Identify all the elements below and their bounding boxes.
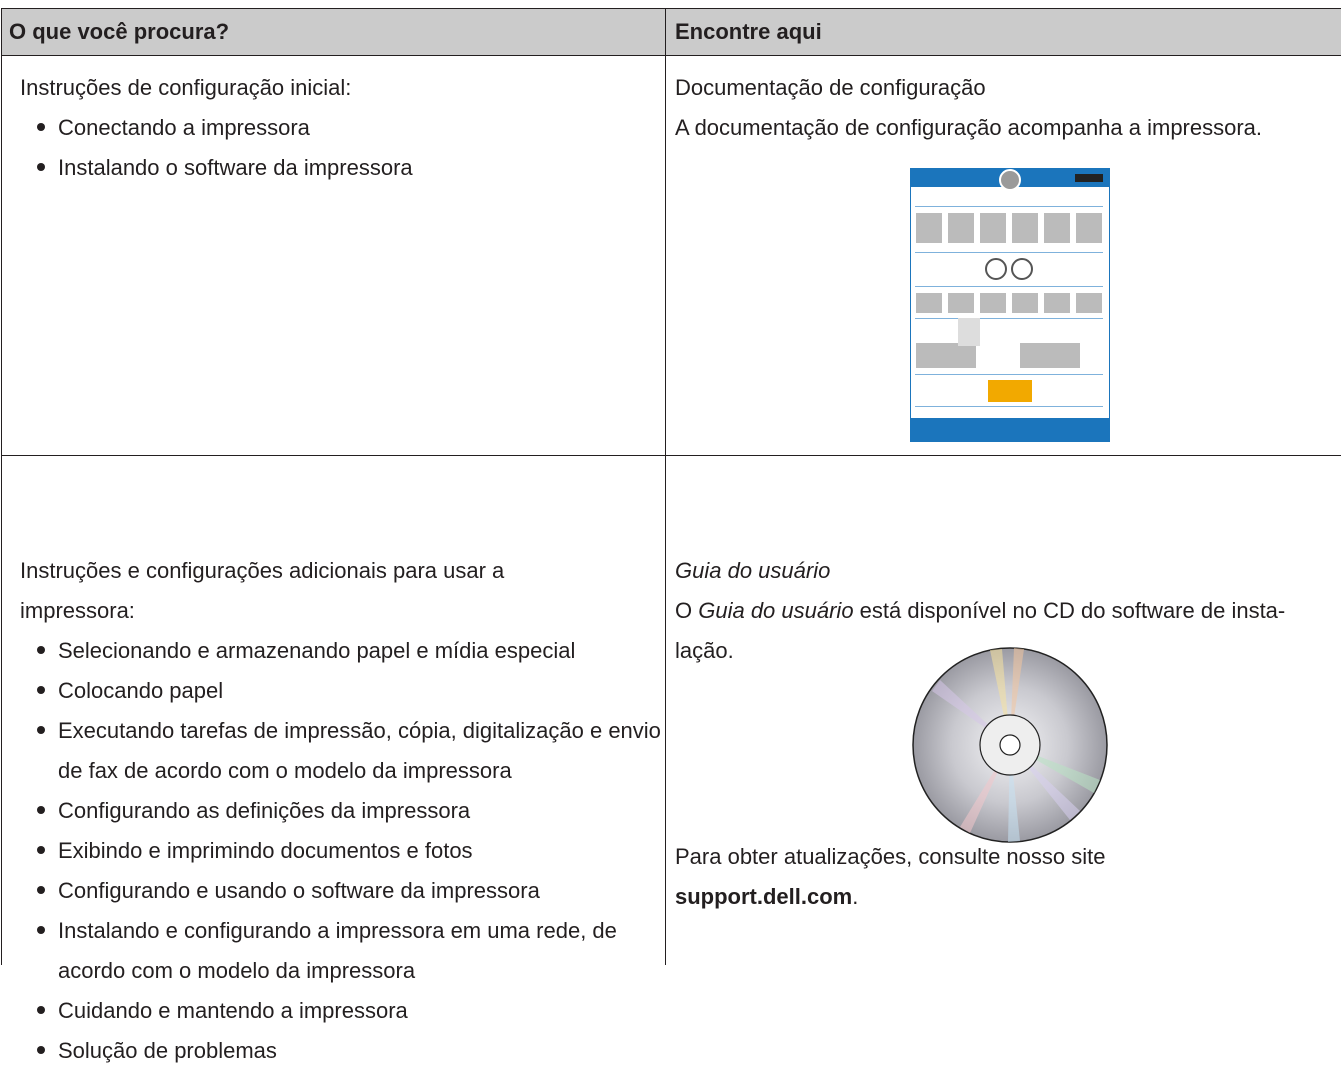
note: Para obter atualizações, consulte nosso … [675, 844, 1106, 869]
border [1, 455, 1341, 456]
bullet-list: Conectando a impressora Instalando o soft… [35, 108, 655, 188]
intro: Instruções e configurações adicionais pa… [20, 558, 505, 623]
bullet-item: Solução de problemas [35, 1031, 665, 1071]
cell-title: Guia do usuário [675, 558, 831, 583]
text: O [675, 598, 699, 623]
bullet-item: Selecionando e armazenando papel e mídia… [35, 631, 665, 671]
text: está disponível no CD do software de ins… [675, 598, 1286, 663]
cell-title: Documentação de configuração [675, 75, 986, 100]
link[interactable]: support.dell.com [675, 884, 853, 909]
text: . [852, 884, 859, 909]
border [1, 8, 2, 965]
border [665, 8, 666, 965]
cell-text: A documentação de configuração acompanha… [675, 115, 1263, 140]
border [1, 8, 1341, 9]
bullet-item: Instalando e configurando a impressora e… [35, 911, 665, 991]
bullet-item: Executando tarefas de impressão, cópia, … [35, 711, 665, 791]
cd-image [912, 647, 1108, 843]
bullet-item: Conectando a impressora [35, 108, 655, 148]
page: O que você procura? Encontre aqui Instru… [1, 8, 1341, 1063]
header-label: O que você procura? [9, 19, 230, 44]
setup-sheet-image [910, 168, 1110, 442]
bullet-item: Instalando o software da impressora [35, 148, 655, 188]
header-cell [2, 9, 665, 55]
intro: Instruções de configuração inicial: [20, 75, 352, 100]
bullet-item: Configurando as definições da impressora [35, 791, 665, 831]
bullet-list: Selecionando e armazenando papel e mídia… [35, 631, 665, 1071]
header-cell [666, 9, 1341, 55]
bullet-item: Colocando papel [35, 671, 665, 711]
bullet-item: Configurando e usando o software da impr… [35, 871, 665, 911]
text-italic: Guia do usuário [698, 598, 854, 623]
bullet-item: Cuidando e mantendo a impressora [35, 991, 665, 1031]
header-label: Encontre aqui [675, 19, 822, 44]
cell-text: O Guia do usuário está disponível no CD … [675, 591, 1335, 671]
border [1, 55, 1341, 56]
note-line: support.dell.com. [675, 877, 858, 917]
bullet-item: Exibindo e imprimindo documentos e fotos [35, 831, 665, 871]
